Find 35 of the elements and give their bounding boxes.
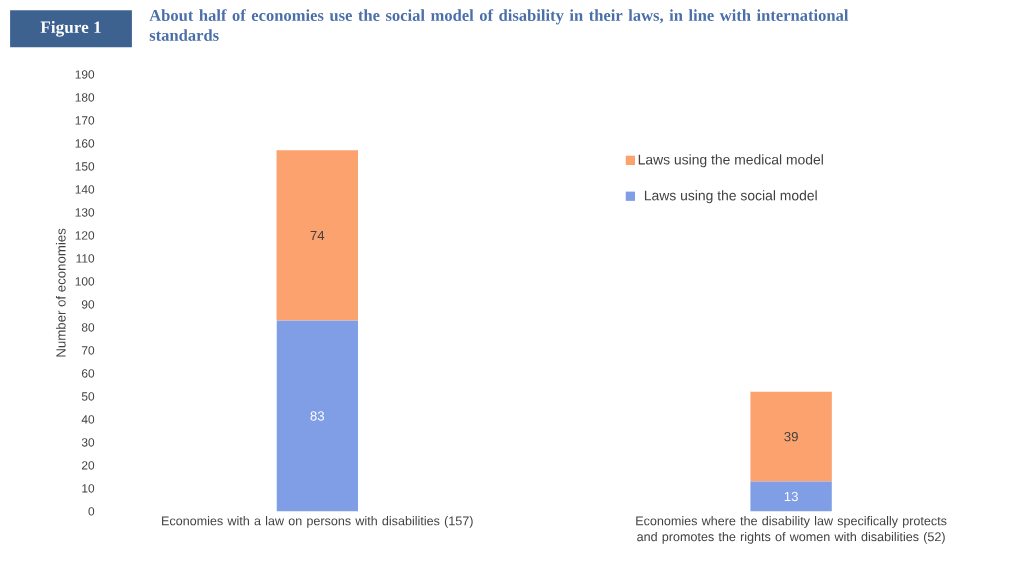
y-tick-label: 40 — [81, 415, 95, 424]
data-label: 74 — [310, 230, 325, 240]
data-label: 83 — [310, 411, 325, 421]
legend-label: Laws using the social model — [644, 190, 817, 204]
y-tick-label: 100 — [75, 277, 95, 286]
y-tick-label: 160 — [75, 139, 95, 148]
x-tick-label: Economies where the disability law specifically protects and promotes the rights of women with disabilities (52) — [636, 516, 947, 544]
y-tick-label: 190 — [75, 70, 95, 79]
chart-title: About half of economies use the social model of disability in their laws, in line with international standards — [149, 9, 849, 41]
legend-label: Laws using the medical model — [638, 154, 823, 168]
y-tick-label: 90 — [81, 300, 95, 309]
y-tick-label: 60 — [81, 369, 95, 378]
y-tick-label: 70 — [81, 346, 95, 355]
x-tick-label: Economies with a law on persons with disabilities (157) — [162, 516, 473, 528]
y-tick-label: 20 — [81, 461, 95, 470]
y-tick-label: 140 — [75, 185, 95, 194]
y-tick-label: 130 — [75, 208, 95, 217]
y-tick-label: 30 — [81, 438, 95, 447]
y-tick-label: 180 — [75, 93, 95, 102]
y-tick-label: 120 — [75, 231, 95, 240]
y-tick-label: 80 — [81, 323, 95, 332]
y-tick-label: 10 — [82, 484, 95, 493]
y-axis-title: Number of economies — [55, 228, 66, 357]
bar — [276, 320, 358, 512]
caption: Figure 1 — [40, 20, 101, 37]
data-label: 13 — [784, 491, 798, 502]
y-tick-label: 0 — [88, 507, 95, 516]
y-tick-label: 50 — [81, 392, 95, 401]
y-tick-label: 110 — [76, 254, 95, 263]
y-tick-label: 150 — [75, 162, 95, 171]
bar — [276, 150, 358, 321]
bar — [750, 481, 832, 512]
bar — [750, 391, 832, 482]
data-label: 39 — [784, 431, 798, 442]
y-tick-label: 170 — [75, 116, 95, 125]
